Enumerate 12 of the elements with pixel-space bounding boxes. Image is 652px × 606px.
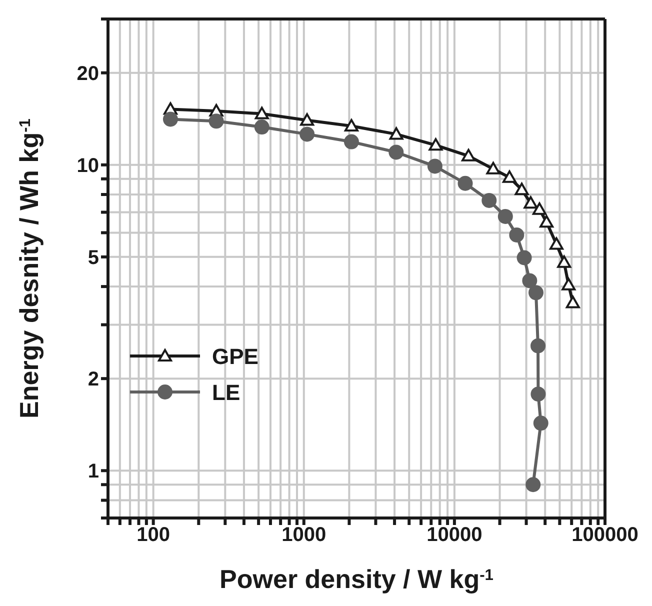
- x-tick-label: 100000: [572, 524, 638, 546]
- legend-label: LE: [212, 380, 240, 405]
- y-tick-label: 20: [76, 62, 99, 85]
- x-tick-label: 10000: [426, 524, 482, 546]
- y-tick-label: 10: [76, 154, 99, 177]
- y-tick-label: 1: [88, 460, 99, 483]
- x-tick-label: 100: [136, 524, 170, 546]
- y-tick-label: 5: [88, 247, 99, 270]
- legend-label: GPE: [212, 344, 258, 369]
- x-tick-label: 1000: [282, 524, 326, 546]
- x-axis-title: Power density / W kg$^{-1}$: [220, 564, 494, 594]
- y-tick-label: 2: [88, 368, 99, 391]
